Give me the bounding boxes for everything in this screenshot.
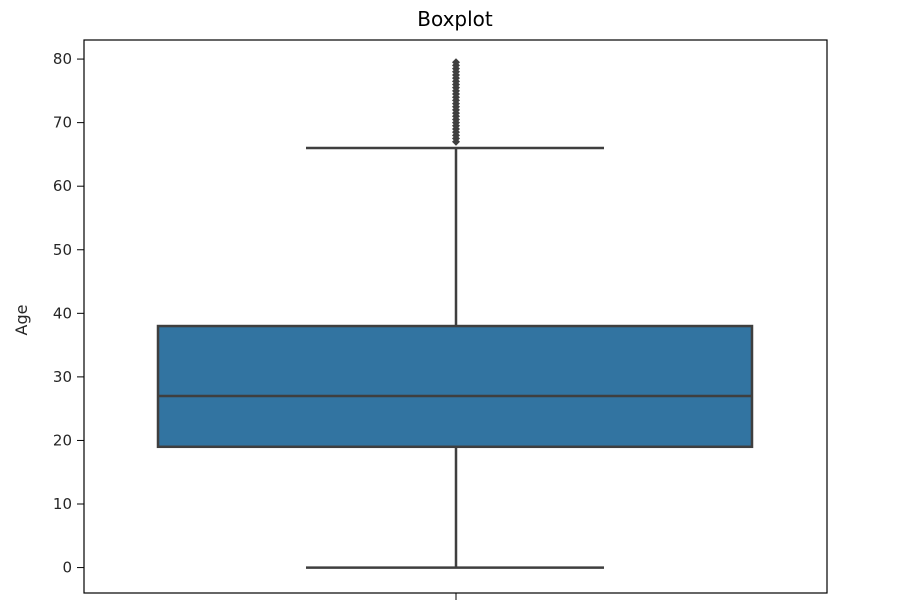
plot-area bbox=[156, 58, 754, 569]
y-tick-label: 60 bbox=[53, 177, 72, 195]
y-tick-label: 20 bbox=[53, 431, 72, 449]
y-tick-label: 80 bbox=[53, 50, 72, 68]
y-tick-label: 50 bbox=[53, 241, 72, 259]
iqr-box bbox=[156, 324, 754, 449]
y-tick-label: 70 bbox=[53, 114, 72, 132]
y-tick-label: 10 bbox=[53, 495, 72, 513]
y-tick-label: 0 bbox=[62, 559, 72, 577]
y-axis-ticks: 0 10 20 30 40 50 60 70 80 bbox=[53, 50, 84, 577]
y-tick-label: 40 bbox=[53, 304, 72, 322]
chart-title: Boxplot bbox=[417, 7, 493, 31]
outlier-point bbox=[452, 58, 460, 67]
y-axis-label: Age bbox=[12, 305, 31, 336]
y-tick-label: 30 bbox=[53, 368, 72, 386]
